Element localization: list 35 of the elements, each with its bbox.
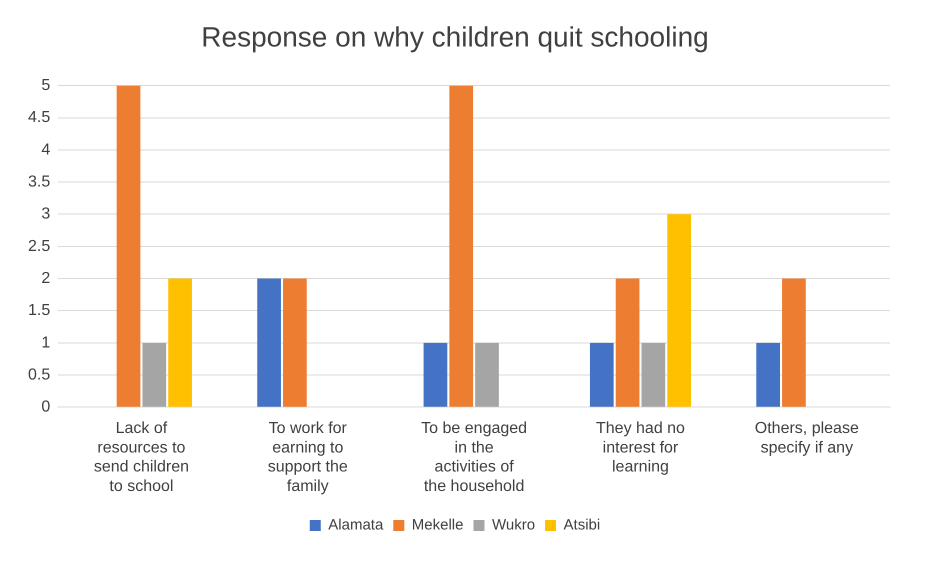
legend-label: Atsibi <box>564 516 600 534</box>
bar <box>616 278 640 407</box>
x-tick-label: They had no interest for learning <box>596 420 686 476</box>
chart-title: Response on why children quit schooling <box>201 22 709 53</box>
y-tick-label: 4 <box>41 141 50 158</box>
y-tick-label: 2 <box>41 270 50 287</box>
y-tick-label: 5 <box>41 77 50 94</box>
bar <box>116 86 140 407</box>
bar <box>667 214 692 407</box>
bar <box>449 86 474 407</box>
bar <box>257 278 281 407</box>
y-tick-label: 0 <box>41 398 50 416</box>
legend-label: Wukro <box>492 516 536 534</box>
bar <box>475 342 499 407</box>
legend-label: Mekelle <box>412 516 464 534</box>
x-tick-label: To be engaged in the activities of the household <box>421 420 528 495</box>
y-tick-label: 1 <box>41 334 50 352</box>
x-tick-label: Lack of resources to send children to school <box>94 420 190 495</box>
x-tick-label: Others, please specify if any <box>754 420 859 456</box>
bar <box>590 342 614 407</box>
bar <box>424 342 448 407</box>
y-tick-label: 0.5 <box>28 366 50 384</box>
y-tick-label: 4.5 <box>28 109 50 126</box>
y-tick-label: 1.5 <box>28 302 50 320</box>
y-tick-label: 3.5 <box>28 173 50 190</box>
x-tick-label: To work for earning to support the family <box>268 420 348 495</box>
bar <box>756 342 780 407</box>
legend-label: Alamata <box>328 516 384 534</box>
bar <box>782 278 806 407</box>
bar <box>642 342 666 407</box>
bar <box>142 342 166 407</box>
y-tick-label: 3 <box>41 206 50 223</box>
y-tick-label: 2.5 <box>28 238 50 255</box>
bar <box>283 278 307 407</box>
bar <box>168 278 192 407</box>
